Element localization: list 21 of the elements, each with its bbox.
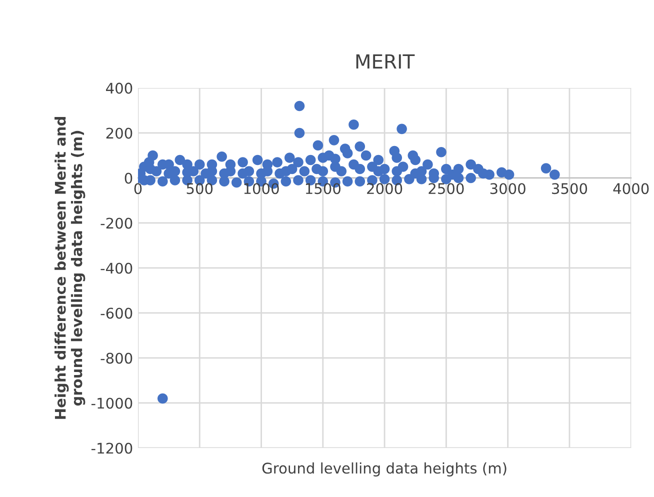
x-tick-label: 1000 bbox=[244, 183, 279, 194]
y-tick-label: -1200 bbox=[91, 442, 132, 454]
y-tick-label: 400 bbox=[106, 82, 132, 94]
x-tick-label: 2000 bbox=[367, 183, 402, 194]
x-axis-title: Ground levelling data heights (m) bbox=[262, 462, 506, 477]
y-tick-label: 0 bbox=[124, 172, 132, 184]
x-tick-label: 3500 bbox=[552, 183, 588, 194]
y-tick-label: -1000 bbox=[91, 398, 132, 409]
x-tick-label: 0 bbox=[134, 183, 142, 194]
x-tick-label: 4000 bbox=[613, 183, 649, 194]
x-tick-label: 3000 bbox=[490, 183, 526, 194]
y-axis-title: Height difference between Merit and ground levelling data heights (m) bbox=[54, 117, 86, 419]
y-tick-label: 200 bbox=[106, 128, 132, 139]
y-tick-label: -600 bbox=[100, 308, 132, 319]
chart-title: MERIT bbox=[356, 54, 415, 69]
x-tick-label: 1500 bbox=[306, 183, 340, 194]
y-tick-label: -200 bbox=[100, 218, 132, 229]
y-tick-label: -800 bbox=[100, 352, 132, 364]
y-tick-label: -400 bbox=[100, 262, 132, 274]
x-tick-label: 2500 bbox=[428, 183, 464, 194]
x-tick-label: 500 bbox=[186, 183, 213, 194]
